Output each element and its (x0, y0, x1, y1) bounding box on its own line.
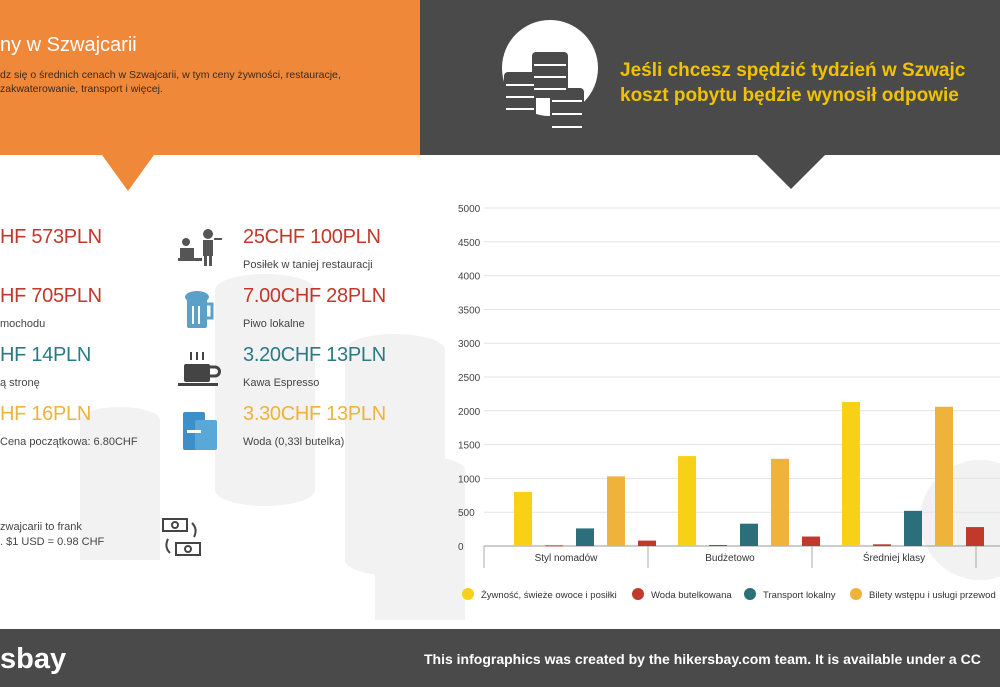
cost-bar-chart: 0 500 1000 1500 2000 2500 3000 3500 4000 4500 5000… (458, 204, 1000, 601)
legend-marker (462, 588, 474, 600)
price-item: HF 14PLN ą stronę (0, 344, 91, 389)
price-label: mochodu (0, 318, 46, 330)
y-tick-label: 4000 (458, 272, 481, 283)
price-label: ą stronę (0, 377, 40, 389)
bar (709, 544, 727, 546)
y-tick-label: 2500 (458, 373, 481, 384)
price-value: HF 573PLN (0, 226, 102, 248)
bar (802, 536, 820, 546)
y-tick-label: 3500 (458, 305, 481, 316)
legend-marker (850, 588, 862, 600)
currency-info: zwajcarii to frank . $1 USD = 0.98 CHF (0, 520, 104, 550)
bar (576, 528, 594, 546)
bar (678, 456, 696, 546)
legend-label: Transport lokalny (763, 590, 836, 601)
description-line-2: zakwaterowanie, transport i więcej. (0, 83, 163, 95)
headline-line-1: Jeśli chcesz spędzić tydzień w Szwajc (620, 60, 966, 81)
bar (514, 491, 532, 546)
price-item: 3.30CHF 13PLN Woda (0,33l butelka) (243, 403, 386, 448)
bar (771, 458, 789, 546)
dark-arrow-pointer (757, 155, 825, 189)
bar (873, 544, 891, 546)
x-tick-label: Średniej klasy (863, 551, 925, 564)
price-item: HF 16PLN Cena początkowa: 6.80CHF (0, 403, 138, 448)
currency-exchange-icon (162, 518, 201, 556)
footer-license-note: This infographics was created by the hik… (424, 651, 981, 667)
price-value: HF 16PLN (0, 403, 91, 425)
price-value: 7.00CHF 28PLN (243, 285, 386, 307)
footer-logo: sbay (0, 643, 67, 675)
bar (935, 406, 953, 546)
y-tick-label: 5000 (458, 204, 481, 215)
orange-header-panel: ny w Szwajcarii dz się o średnich cenach… (0, 0, 420, 155)
price-value: 25CHF 100PLN (243, 226, 381, 248)
currency-line-2: . $1 USD = 0.98 CHF (0, 536, 105, 548)
y-tick-label: 3000 (458, 339, 481, 350)
price-label: Kawa Espresso (243, 377, 320, 389)
price-item: HF 705PLN mochodu (0, 285, 102, 330)
description-line-1: dz się o średnich cenach w Szwajcarii, w… (0, 69, 341, 81)
price-value: HF 14PLN (0, 344, 91, 366)
coffee-icon (178, 352, 221, 386)
y-tick-label: 500 (458, 508, 475, 519)
bar (842, 402, 860, 546)
y-tick-label: 1000 (458, 474, 481, 485)
bar (966, 527, 984, 546)
legend-label: Woda butelkowana (651, 590, 732, 601)
legend-label: Bilety wstępu i usługi przewod (869, 590, 996, 601)
price-value: 3.30CHF 13PLN (243, 403, 386, 425)
price-label: Posiłek w taniej restauracji (243, 259, 373, 271)
header-description: dz się o średnich cenach w Szwajcarii, w… (0, 68, 410, 96)
price-item: 3.20CHF 13PLN Kawa Espresso (243, 344, 386, 389)
y-tick-label: 0 (458, 542, 464, 553)
beer-icon (185, 291, 214, 328)
legend-marker (744, 588, 756, 600)
y-tick-label: 4500 (458, 238, 481, 249)
currency-line-1: zwajcarii to frank (0, 521, 82, 533)
price-label: Piwo lokalne (243, 318, 305, 330)
y-tick-label: 2000 (458, 407, 481, 418)
bar (545, 545, 563, 547)
price-item: HF 573PLN (0, 226, 102, 249)
price-value: HF 705PLN (0, 285, 102, 307)
price-item: 7.00CHF 28PLN Piwo lokalne (243, 285, 386, 330)
price-label: Cena początkowa: 6.80CHF (0, 436, 138, 448)
legend-marker (632, 588, 644, 600)
legend-label: Żywność, świeże owoce i posiłki (481, 590, 617, 601)
x-tick-label: Styl nomadów (535, 553, 599, 564)
footer: sbay This infographics was created by th… (0, 629, 1000, 687)
page-title: ny w Szwajcarii (0, 34, 137, 56)
y-tick-label: 1500 (458, 441, 481, 452)
price-item: 25CHF 100PLN Posiłek w taniej restauracj… (243, 226, 381, 271)
price-label: Woda (0,33l butelka) (243, 436, 345, 448)
bar (740, 523, 758, 546)
x-tick-label: Budżetowo (705, 553, 755, 564)
coins-icon (502, 20, 598, 138)
bar (607, 476, 625, 546)
trip-cost-headline: Jeśli chcesz spędzić tydzień w Szwajc ko… (620, 58, 965, 108)
water-icon (183, 412, 217, 450)
bar (904, 510, 922, 546)
waiter-icon (178, 229, 222, 266)
orange-arrow-pointer (102, 155, 154, 191)
headline-line-2: koszt pobytu będzie wynosił odpowie (620, 85, 959, 106)
bar (638, 540, 656, 546)
price-value: 3.20CHF 13PLN (243, 344, 386, 366)
